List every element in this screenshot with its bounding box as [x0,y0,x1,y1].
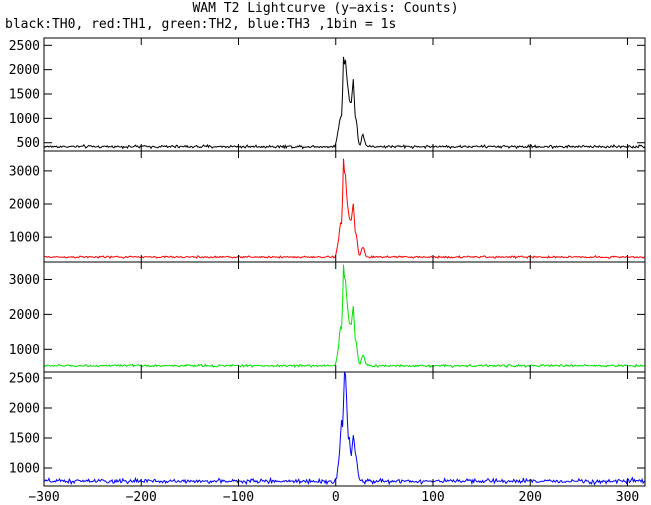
y-tick-label: 3000 [9,164,40,179]
y-tick-label: 2000 [9,198,40,213]
y-tick-label: 1500 [9,88,40,103]
panel-frame-3 [43,371,646,487]
y-tick-label: 1000 [9,462,40,477]
chart-title: WAM T2 Lightcurve (y−axis: Counts) [192,1,459,16]
series-line-TH0 [43,56,646,150]
series-line-TH3 [43,371,646,486]
y-tick-label: 2000 [9,63,40,78]
y-tick-label: 1000 [9,231,40,246]
x-tick-label: −100 [223,490,254,505]
chart-subtitle: black:TH0, red:TH1, green:TH2, blue:TH3 … [5,17,397,32]
panel-frame-0 [43,37,646,152]
series-line-TH2 [43,264,645,369]
x-tick-label: 300 [616,490,639,505]
x-tick-label: 0 [332,490,340,505]
y-tick-label: 2500 [9,39,40,54]
x-tick-label: −200 [126,490,157,505]
series-line-TH1 [43,158,646,260]
y-tick-label: 1000 [9,112,40,127]
x-tick-label: 200 [519,490,542,505]
y-tick-label: 2500 [9,372,40,387]
y-tick-label: 1500 [9,432,40,447]
y-tick-label: 3000 [9,273,40,288]
y-tick-label: 500 [17,136,40,151]
x-tick-label: −300 [28,490,59,505]
x-tick-label: 100 [421,490,444,505]
y-tick-label: 2000 [9,308,40,323]
y-tick-label: 1000 [9,343,40,358]
y-tick-label: 2000 [9,402,40,417]
